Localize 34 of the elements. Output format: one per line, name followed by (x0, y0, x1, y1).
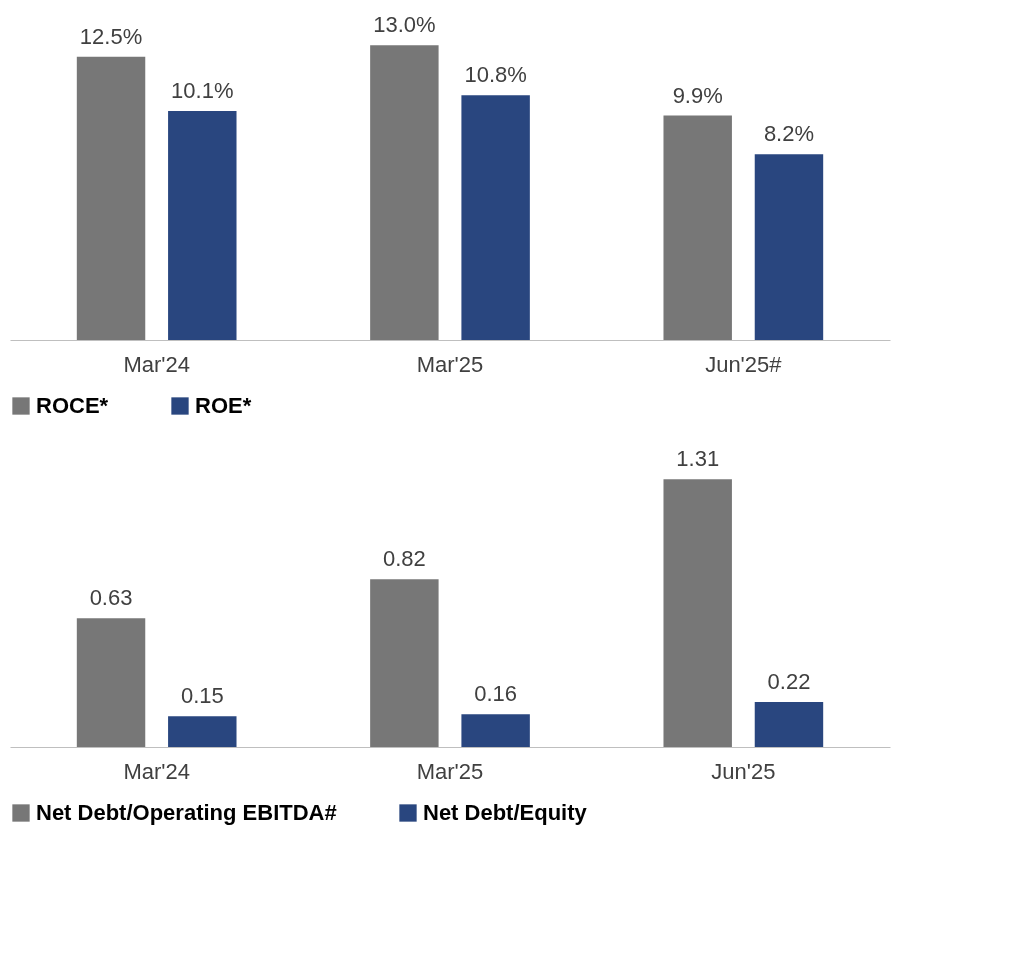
bar (461, 714, 530, 747)
x-tick-label: Mar'25 (416, 351, 484, 377)
bar (168, 716, 237, 747)
legend-label: ROE* (195, 393, 252, 418)
data-label: 8.2% (763, 121, 815, 147)
legend-label: ROCE* (36, 393, 109, 418)
legend-label: Net Debt/Equity (423, 800, 588, 825)
x-tick-label: Mar'24 (123, 351, 190, 377)
bar (76, 56, 146, 340)
x-tick-label: Mar'25 (416, 758, 484, 784)
bar (663, 479, 732, 747)
bar (370, 45, 439, 340)
bar (754, 154, 824, 340)
bar (663, 115, 732, 340)
data-label: 12.5% (79, 23, 143, 49)
data-label: 9.9% (672, 82, 723, 108)
bar (370, 579, 439, 747)
x-tick-label: Jun'25# (705, 351, 783, 377)
bar (76, 618, 146, 747)
bar (461, 95, 530, 340)
data-label: 0.16 (474, 681, 518, 707)
bar (754, 702, 824, 747)
bar (168, 111, 237, 340)
x-tick-label: Jun'25 (711, 758, 776, 784)
data-label: 1.31 (676, 446, 720, 472)
legend-label: Net Debt/Operating EBITDA# (36, 800, 337, 825)
data-label: 0.15 (180, 683, 224, 709)
x-tick-label: Mar'24 (123, 758, 190, 784)
data-label: 0.82 (382, 546, 426, 572)
data-label: 13.0% (373, 12, 436, 38)
data-label: 0.22 (767, 669, 811, 695)
data-label: 0.63 (89, 585, 133, 611)
data-label: 10.1% (171, 78, 234, 104)
data-label: 10.8% (464, 62, 527, 88)
